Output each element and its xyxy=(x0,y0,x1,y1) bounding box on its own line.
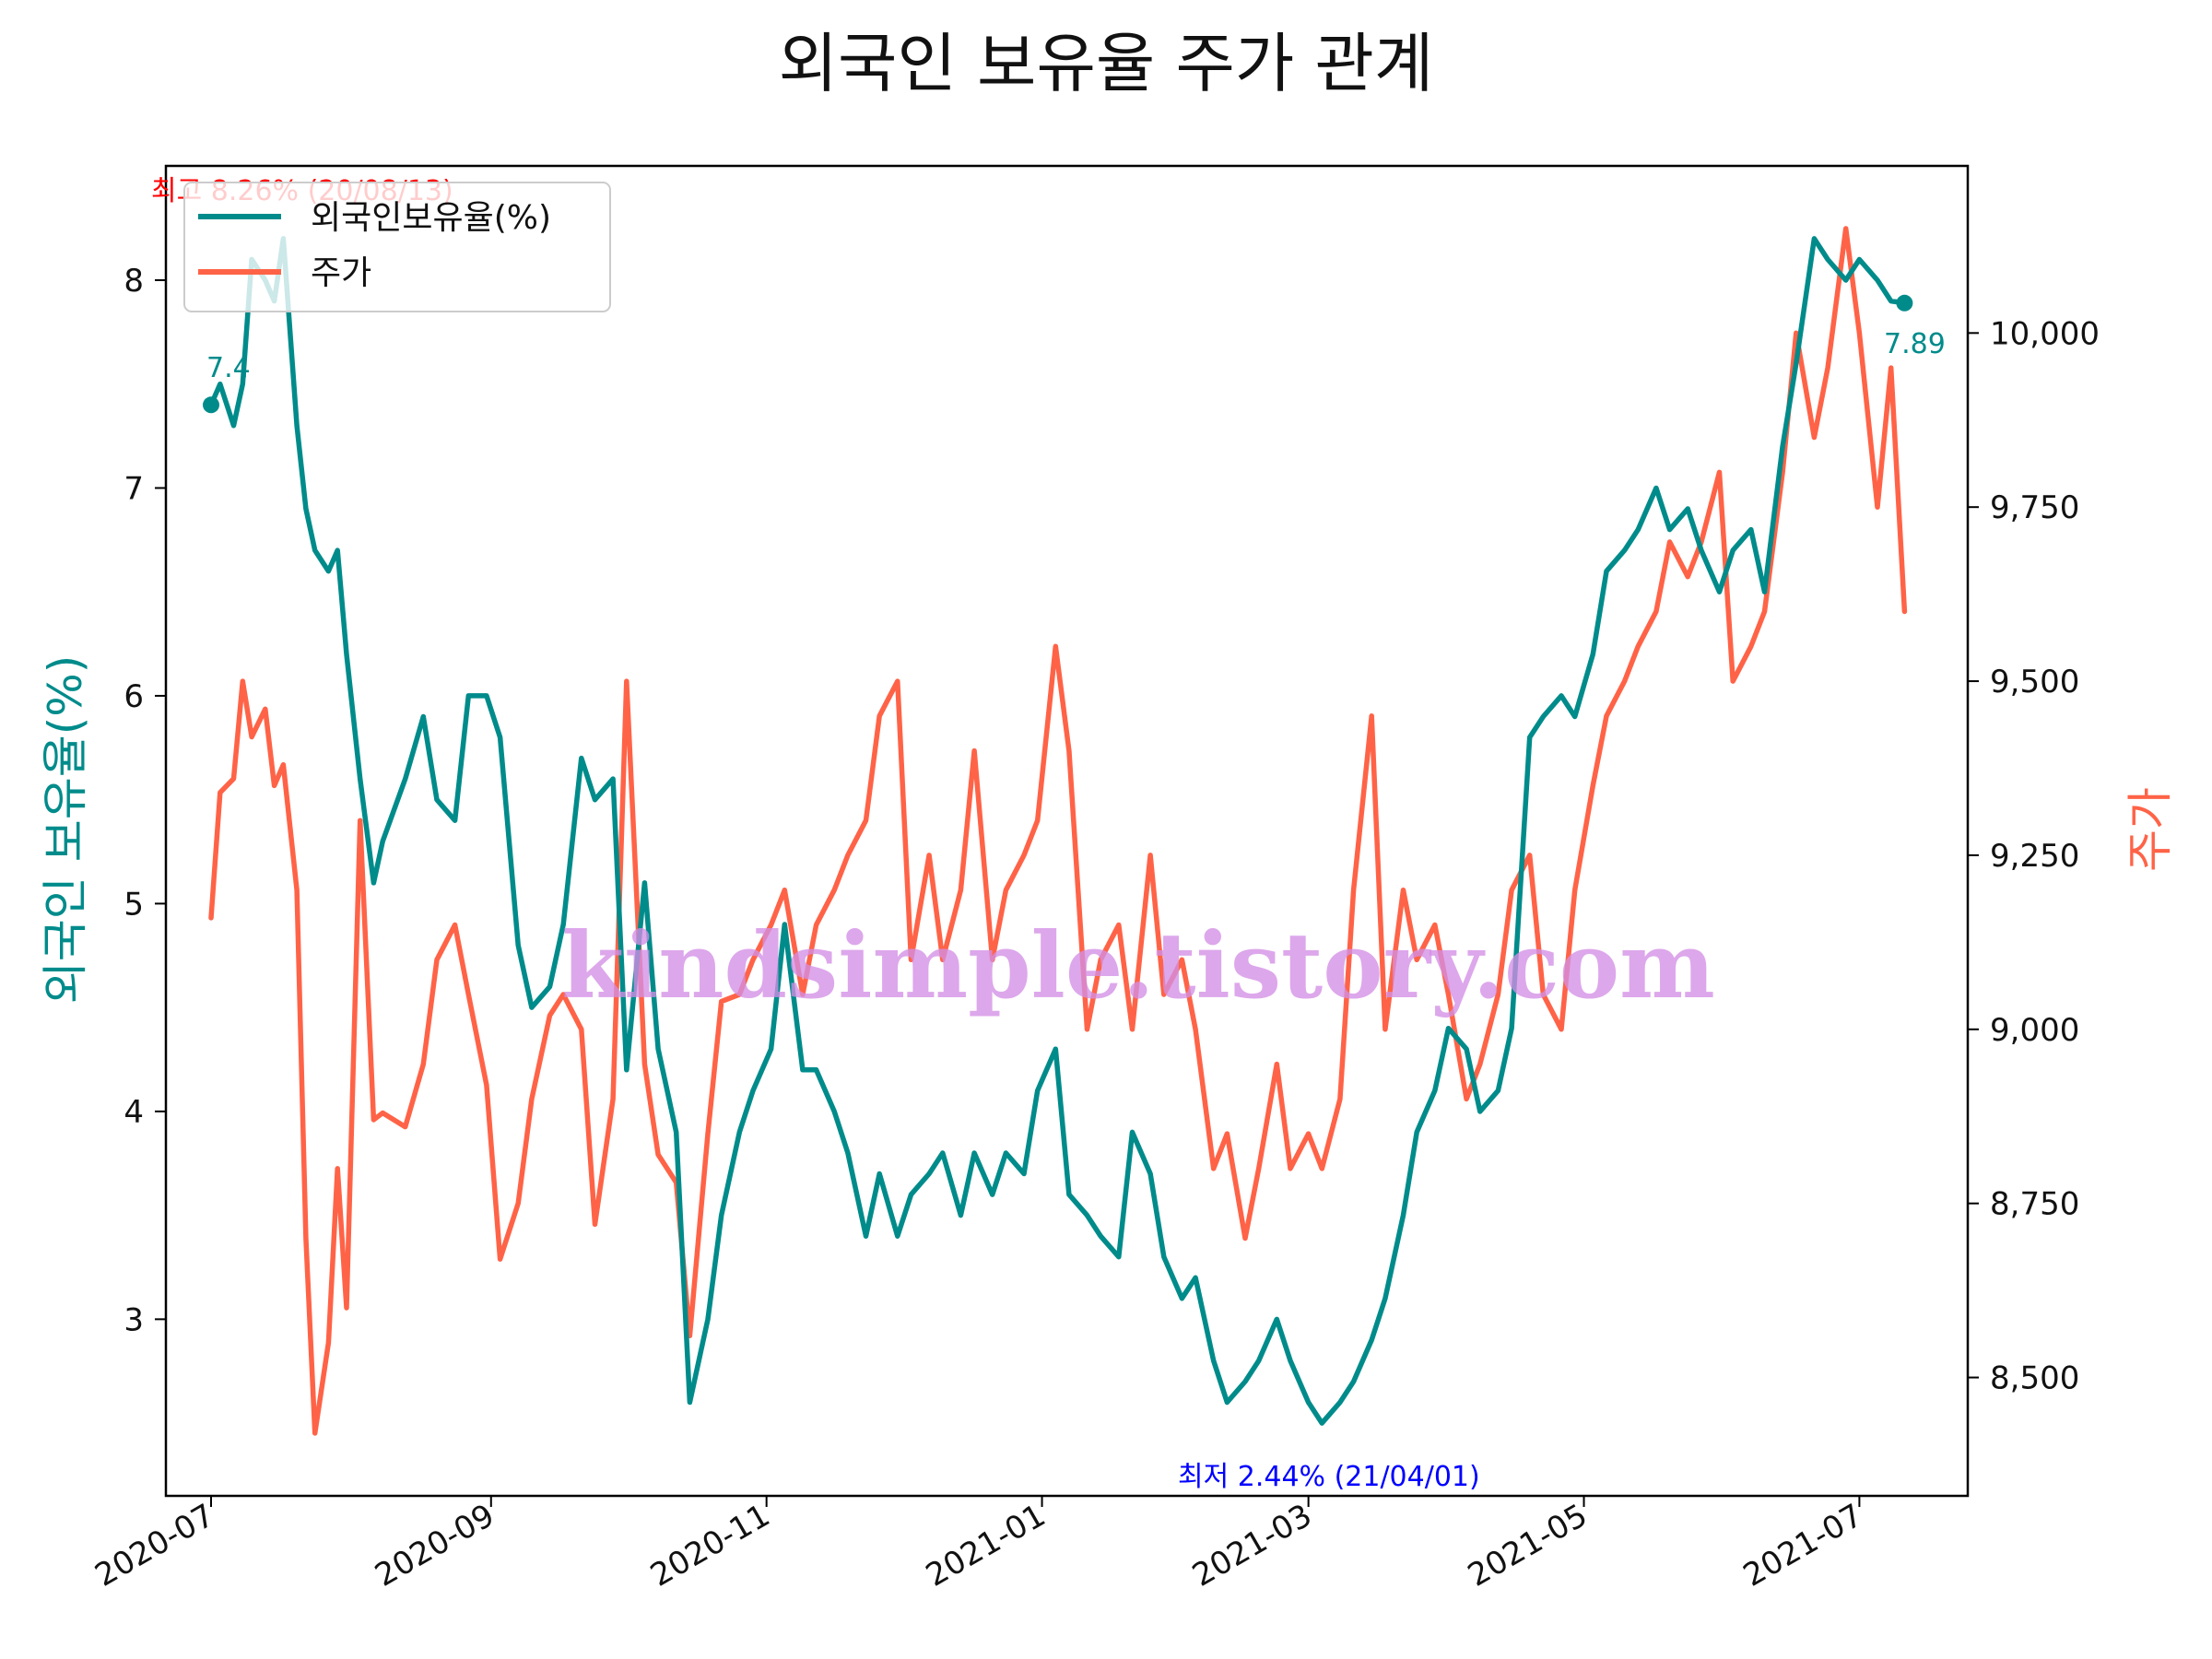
y-left-tick-label: 5 xyxy=(124,886,144,923)
chart-title: 외국인 보유율 주가 관계 xyxy=(779,26,1434,101)
start-point-marker xyxy=(202,396,219,414)
series-line-holding-ratio xyxy=(208,236,1908,1426)
y-right-tick-label: 9,750 xyxy=(1990,489,2079,526)
x-tick-label: 2020-11 xyxy=(644,1497,776,1594)
x-tick-label: 2021-05 xyxy=(1462,1497,1594,1594)
plot-frame xyxy=(164,164,1970,1498)
min-annotation: 최저 2.44% (21/04/01) xyxy=(1178,1461,1480,1493)
y-right-tick-label: 9,000 xyxy=(1990,1012,2079,1049)
y-right-tick-label: 8,750 xyxy=(1990,1186,2079,1223)
y-right-tick-label: 9,500 xyxy=(1990,664,2079,700)
y-left-tick-label: 4 xyxy=(124,1094,144,1131)
plot-area xyxy=(164,164,1970,1498)
series-line-price xyxy=(208,226,1908,1436)
end-value-label: 7.89 xyxy=(1884,328,1946,360)
x-tick-label: 2021-01 xyxy=(920,1497,1052,1594)
y-left-tick-label: 8 xyxy=(124,263,144,300)
x-tick-label: 2021-07 xyxy=(1737,1497,1869,1594)
y-right-tick-label: 8,500 xyxy=(1990,1360,2079,1397)
y-left-tick-label: 7 xyxy=(124,470,144,507)
y-left-tick-label: 6 xyxy=(124,678,144,715)
y-axis-right-label: 주가 xyxy=(2124,787,2177,872)
y-right-tick-label: 10,000 xyxy=(1990,315,2100,352)
x-tick-label: 2021-03 xyxy=(1186,1497,1318,1594)
legend-label-price: 주가 xyxy=(311,254,371,292)
start-value-label: 7.4 xyxy=(206,352,251,384)
y-left-tick-label: 3 xyxy=(124,1301,144,1338)
y-axis-right: 8,500 8,750 9,000 9,250 9,500 9,750 10,000 xyxy=(1968,315,2100,1397)
y-right-tick-label: 9,250 xyxy=(1990,838,2079,875)
x-tick-label: 2020-07 xyxy=(88,1497,220,1594)
series-layer xyxy=(208,226,1908,1436)
y-axis-left: 3 4 5 6 7 8 xyxy=(124,263,166,1338)
watermark: kindsimple.tistory.com xyxy=(561,913,1715,1019)
end-point-marker xyxy=(1896,294,1913,312)
x-axis: 2020-07 2020-09 2020-11 2021-01 2021-03 2021-… xyxy=(88,1496,1869,1594)
legend-label-holding: 외국인보유율(%) xyxy=(311,199,551,237)
legend: 외국인보유율(%) 주가 xyxy=(183,182,611,312)
legend-box xyxy=(183,182,611,312)
y-axis-left-label: 외국인 보유율(%) xyxy=(39,655,92,1004)
marker-layer xyxy=(202,294,1913,414)
x-tick-label: 2020-09 xyxy=(369,1497,500,1594)
